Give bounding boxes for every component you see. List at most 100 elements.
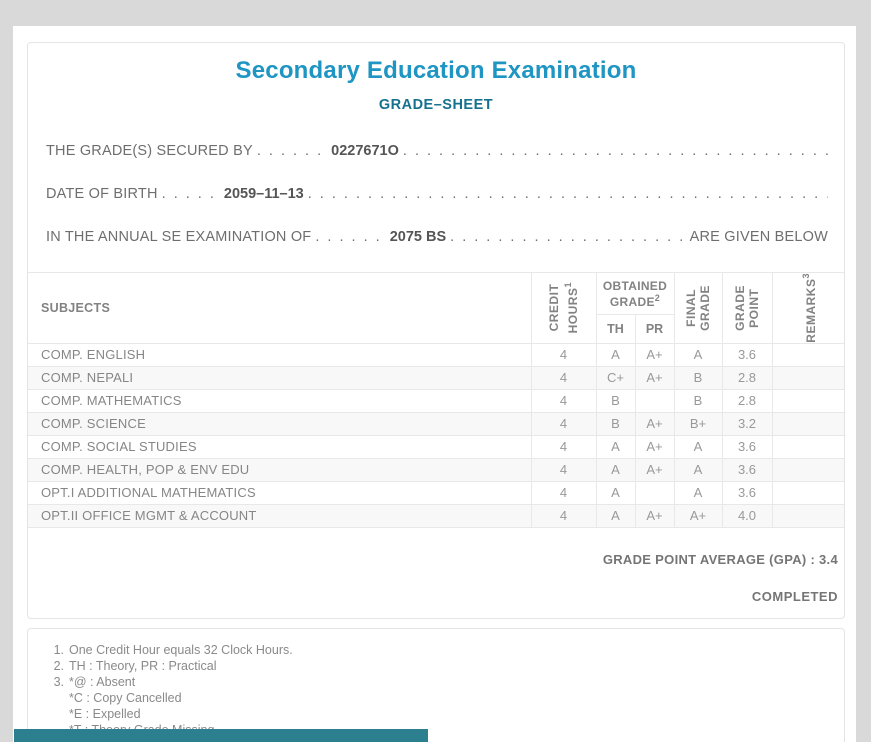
dot-leader: . . . . . — [161, 186, 216, 202]
th-grade-cell: A — [595, 457, 636, 482]
credit-cell: 4 — [530, 457, 597, 482]
credit-cell: 4 — [530, 503, 597, 528]
th-grade-cell: B — [595, 388, 636, 413]
exam-year-label: IN THE ANNUAL SE EXAMINATION OF — [46, 229, 312, 245]
final-grade-cell: A+ — [673, 503, 723, 528]
gpa-value: 3.4 — [819, 551, 838, 567]
final-grade-cell: A — [673, 480, 723, 505]
remarks-cell — [771, 457, 844, 482]
result-sheet: Secondary Education Examination GRADE–SH… — [13, 26, 856, 742]
remarks-column-header: REMARKS3 — [771, 272, 844, 344]
table-row: COMP. SOCIAL STUDIES 4 A A+ A 3.6 — [28, 434, 844, 459]
dot-leader: . . . . . . — [256, 143, 324, 159]
pr-grade-cell: A+ — [634, 342, 675, 367]
statement-date-of-birth: DATE OF BIRTH . . . . . 2059–11–13 . . .… — [46, 186, 828, 202]
dob-label: DATE OF BIRTH — [46, 186, 158, 202]
footnote-expelled: *E : Expelled — [69, 706, 141, 721]
th-grade-cell: B — [595, 411, 636, 436]
pr-grade-cell: A+ — [634, 365, 675, 390]
footnote-copy-cancelled: *C : Copy Cancelled — [69, 690, 182, 705]
subjects-column-header: SUBJECTS — [28, 272, 532, 344]
grade-sheet-card: Secondary Education Examination GRADE–SH… — [27, 42, 845, 619]
gpa-label: GRADE POINT AVERAGE (GPA) : — [602, 551, 816, 567]
table-row: COMP. HEALTH, POP & ENV EDU 4 A A+ A 3.6 — [28, 457, 844, 482]
subject-cell: OPT.I ADDITIONAL MATHEMATICS — [28, 480, 532, 505]
secured-by-label: THE GRADE(S) SECURED BY — [46, 143, 253, 159]
remarks-cell — [771, 365, 844, 390]
status-completed: COMPLETED — [751, 588, 838, 604]
table-row: COMP. NEPALI 4 C+ A+ B 2.8 — [28, 365, 844, 390]
grade-point-cell: 2.8 — [721, 388, 773, 413]
credit-cell: 4 — [530, 388, 597, 413]
grade-point-cell: 3.2 — [721, 411, 773, 436]
page-title: Secondary Education Examination — [235, 57, 637, 84]
theory-column-header: TH — [596, 314, 636, 344]
remarks-cell — [771, 342, 844, 367]
th-grade-cell: A — [595, 503, 636, 528]
grades-table: SUBJECTS CREDIT HOURS1 OBTAINED GRADE2 FI… — [28, 271, 844, 528]
subject-cell: COMP. ENGLISH — [28, 342, 532, 367]
footnote-credit-hour: 1. One Credit Hour equals 32 Clock Hours… — [53, 642, 293, 657]
subject-cell: COMP. SCIENCE — [28, 411, 532, 436]
subject-cell: COMP. SOCIAL STUDIES — [28, 434, 532, 459]
dot-leader-fill: . . . . . . . . . . . . . . . . . . . . … — [307, 186, 828, 202]
are-given-below-label: ARE GIVEN BELOW — [689, 229, 828, 245]
final-grade-cell: B — [673, 365, 723, 390]
final-grade-cell: A — [673, 342, 723, 367]
pr-grade-cell: A+ — [634, 503, 675, 528]
credit-cell: 4 — [530, 342, 597, 367]
statement-secured-by: THE GRADE(S) SECURED BY . . . . . . 0227… — [46, 143, 828, 159]
dob-value: 2059–11–13 — [223, 186, 304, 202]
grade-point-cell: 3.6 — [721, 434, 773, 459]
obtained-grade-column-header: OBTAINED GRADE2 — [595, 271, 675, 316]
grade-point-cell: 3.6 — [721, 342, 773, 367]
statement-exam-year: IN THE ANNUAL SE EXAMINATION OF . . . . … — [46, 229, 828, 245]
grade-point-cell: 3.6 — [721, 480, 773, 505]
footnote-absent: 3. *@ : Absent — [53, 674, 136, 689]
grade-point-cell: 4.0 — [721, 503, 773, 528]
gpa-summary: GRADE POINT AVERAGE (GPA) : 3.4 — [28, 552, 838, 567]
practical-column-header: PR — [634, 314, 674, 344]
th-grade-cell: A — [595, 434, 636, 459]
subject-cell: COMP. MATHEMATICS — [28, 388, 532, 413]
footer-bar — [14, 729, 428, 742]
subject-cell: COMP. HEALTH, POP & ENV EDU — [28, 457, 532, 482]
pr-grade-cell: A+ — [634, 411, 675, 436]
final-grade-cell: B — [673, 388, 723, 413]
remarks-cell — [771, 411, 844, 436]
credit-cell: 4 — [530, 434, 597, 459]
grades-table-header: SUBJECTS CREDIT HOURS1 OBTAINED GRADE2 FI… — [28, 271, 844, 344]
pr-grade-cell: A+ — [634, 434, 675, 459]
footnotes-card: 1. One Credit Hour equals 32 Clock Hours… — [27, 627, 845, 742]
final-grade-cell: B+ — [673, 411, 723, 436]
remarks-cell — [771, 503, 844, 528]
final-grade-column-header: FINAL GRADE — [673, 272, 723, 344]
dot-leader-fill: . . . . . . . . . . . . . . . . . . . . … — [450, 229, 683, 245]
credit-hours-column-header: CREDIT HOURS1 — [530, 272, 597, 344]
remarks-cell — [771, 480, 844, 505]
remarks-cell — [771, 388, 844, 413]
exam-year-value: 2075 BS — [389, 229, 447, 245]
credit-cell: 4 — [530, 411, 597, 436]
table-row: OPT.II OFFICE MGMT & ACCOUNT 4 A A+ A+ 4… — [28, 503, 844, 528]
table-row: COMP. SCIENCE 4 B A+ B+ 3.2 — [28, 411, 844, 436]
credit-cell: 4 — [530, 480, 597, 505]
grade-point-column-header: GRADE POINT — [721, 272, 773, 344]
th-grade-cell: A — [595, 342, 636, 367]
final-grade-cell: A — [673, 457, 723, 482]
statements-block: THE GRADE(S) SECURED BY . . . . . . 0227… — [46, 143, 828, 245]
th-grade-cell: C+ — [595, 365, 636, 390]
subject-cell: COMP. NEPALI — [28, 365, 532, 390]
subject-cell: OPT.II OFFICE MGMT & ACCOUNT — [28, 503, 532, 528]
pr-grade-cell — [634, 480, 675, 505]
credit-cell: 4 — [530, 365, 597, 390]
remarks-cell — [771, 434, 844, 459]
page-subtitle: GRADE–SHEET — [378, 97, 494, 113]
grade-point-cell: 2.8 — [721, 365, 773, 390]
pr-grade-cell: A+ — [634, 457, 675, 482]
table-row: COMP. MATHEMATICS 4 B B 2.8 — [28, 388, 844, 413]
grade-point-cell: 3.6 — [721, 457, 773, 482]
dot-leader: . . . . . . — [315, 229, 382, 245]
table-row: OPT.I ADDITIONAL MATHEMATICS 4 A A 3.6 — [28, 480, 844, 505]
th-grade-cell: A — [595, 480, 636, 505]
